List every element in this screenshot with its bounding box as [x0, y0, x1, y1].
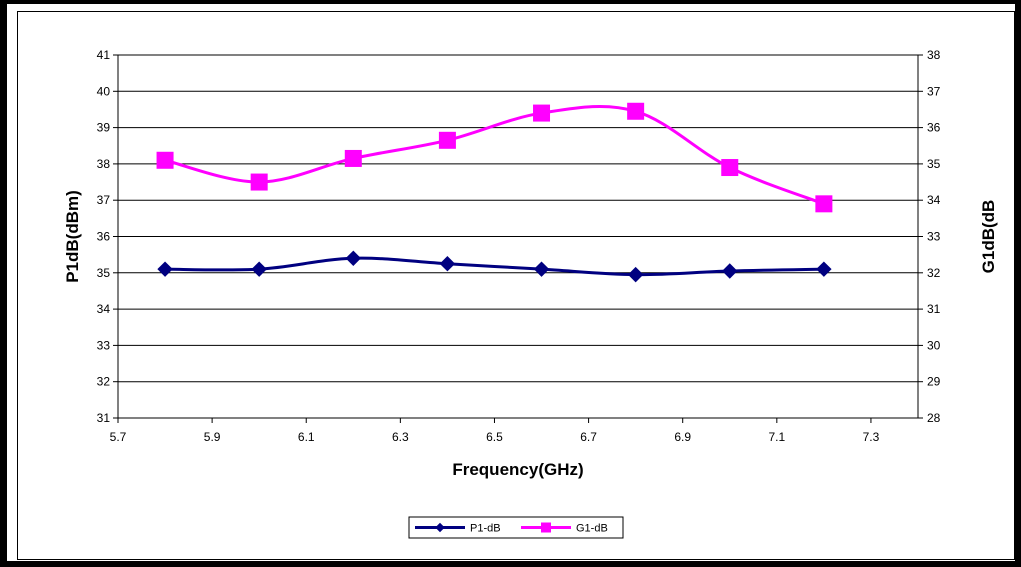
legend-item: G1-dB	[521, 522, 608, 535]
data-point	[816, 261, 832, 277]
legend-label: P1-dB	[470, 523, 501, 535]
y-right-tick-label: 31	[927, 302, 941, 316]
y-right-tick-label: 36	[927, 121, 941, 135]
y-right-tick-label: 29	[927, 375, 941, 389]
data-point	[533, 104, 551, 122]
series-p1-db	[157, 250, 832, 283]
data-point	[722, 263, 738, 279]
data-point	[438, 131, 456, 149]
y-right-tick-label: 34	[927, 193, 941, 207]
legend-label: G1-dB	[576, 523, 608, 535]
y-right-tick-label: 37	[927, 84, 941, 98]
series-layer	[156, 102, 833, 283]
y-left-tick-label: 31	[97, 411, 111, 425]
x-axis-ticks: 5.7 5.9 6.1 6.3 6.5 6.7 6.9 7.1 7.3	[110, 418, 880, 444]
y-left-tick-label: 40	[97, 84, 111, 98]
data-point	[815, 195, 833, 213]
y-right-tick-label: 35	[927, 157, 941, 171]
x-tick-label: 7.3	[863, 430, 880, 444]
data-point	[157, 261, 173, 277]
data-point	[250, 173, 268, 191]
y-axis-left-ticks: 31 32 33 34 35 36 37 38 39 40 41	[97, 48, 118, 425]
series-g1-db	[156, 102, 833, 213]
y-axis-right-ticks: 28 29 30 31 32 33 34 35 36 37 38	[918, 48, 941, 425]
y-left-tick-label: 32	[97, 375, 111, 389]
y-left-tick-label: 41	[97, 48, 111, 62]
data-point	[533, 261, 550, 277]
legend-marker	[435, 522, 445, 533]
chart-area-border	[17, 11, 1015, 560]
data-point	[627, 102, 645, 120]
data-point	[627, 266, 644, 283]
data-point	[344, 149, 362, 167]
data-point	[251, 261, 267, 277]
x-tick-label: 5.7	[110, 430, 127, 444]
gridlines	[118, 54, 918, 419]
x-tick-label: 7.1	[768, 430, 785, 444]
data-point	[345, 250, 362, 266]
series-line	[165, 256, 824, 277]
x-tick-label: 5.9	[204, 430, 221, 444]
x-tick-label: 6.9	[674, 430, 691, 444]
y-left-tick-label: 35	[97, 266, 111, 280]
data-point	[156, 151, 174, 169]
legend-box	[408, 516, 624, 539]
y-right-tick-label: 28	[927, 411, 941, 425]
y-right-tick-label: 30	[927, 338, 941, 352]
y-left-tick-label: 33	[97, 338, 111, 352]
y-left-tick-label: 36	[97, 230, 111, 244]
x-tick-label: 6.7	[580, 430, 597, 444]
x-axis-title: Frequency(GHz)	[452, 460, 583, 479]
data-point	[721, 159, 739, 177]
legend-item: P1-dB	[415, 523, 501, 535]
legend-marker	[541, 522, 551, 533]
y-left-tick-label: 34	[97, 302, 111, 316]
x-tick-label: 6.5	[486, 430, 503, 444]
x-tick-label: 6.3	[392, 430, 409, 444]
y-axis-left-title: P1dB(dBm)	[63, 190, 82, 283]
x-tick-label: 6.1	[298, 430, 315, 444]
y-left-tick-label: 38	[97, 157, 111, 171]
y-right-tick-label: 38	[927, 48, 941, 62]
y-right-tick-label: 32	[927, 266, 941, 280]
y-axis-right-title: G1dB(dB	[979, 200, 998, 274]
y-right-tick-label: 33	[927, 230, 941, 244]
y-left-tick-label: 39	[97, 121, 111, 135]
y-left-tick-label: 37	[97, 193, 111, 207]
data-point	[439, 256, 456, 272]
legend: P1-dB G1-dB	[408, 516, 624, 539]
